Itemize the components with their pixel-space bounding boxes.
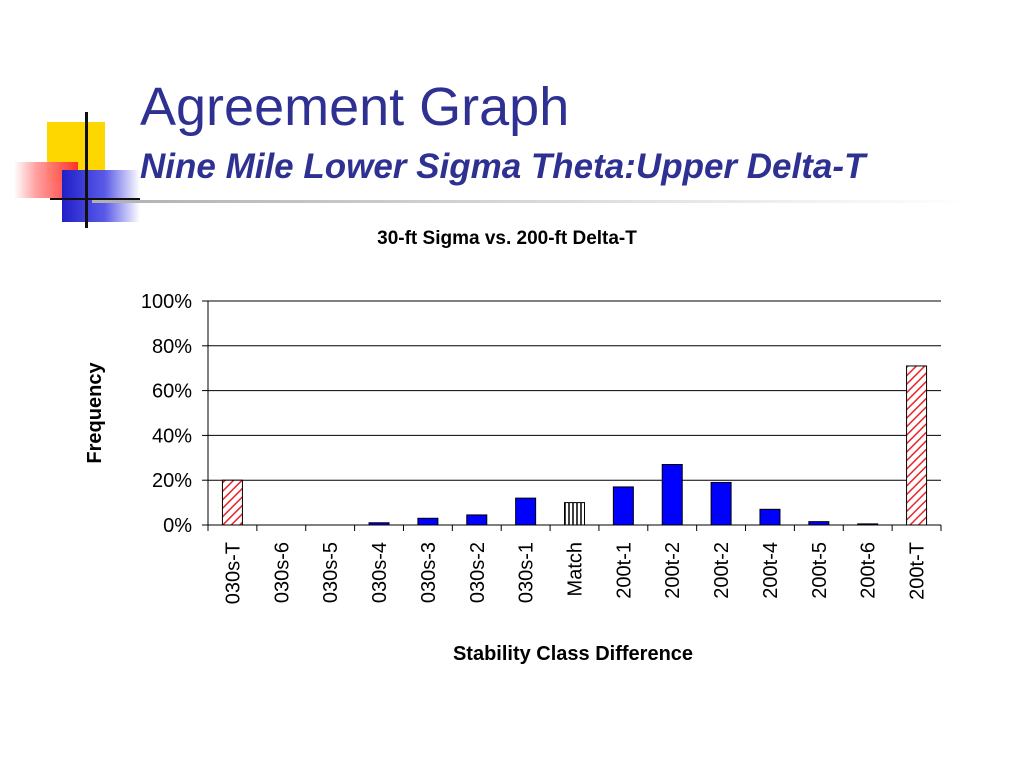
bar-200t-5 [808,521,830,526]
x-tick-label: 200t-4 [760,542,782,599]
chart-gridlines [208,300,941,481]
slide-subtitle: Nine Mile Lower Sigma Theta:Upper Delta-… [140,147,866,186]
decoration-vertical-line [85,112,88,228]
x-tick-label: 200t-2 [711,542,733,599]
x-tick-label: 200t-T [907,542,929,600]
bar-match [564,502,585,526]
y-tick-label: 100% [141,291,192,313]
y-axis-label: Frequency [84,362,106,464]
bar-200t-t [906,365,928,526]
x-tick-label: 200t-1 [613,542,635,599]
x-tick-label: Match [565,542,587,596]
slide-title: Agreement Graph [140,77,570,137]
y-tick-label: 40% [152,425,192,447]
bar-030s-3 [417,517,439,526]
x-tick-label: 030s-T [222,542,244,604]
title-decoration [0,0,160,240]
decoration-horizontal-line [50,198,140,200]
chart-title: 30-ft Sigma vs. 200-ft Delta-T [377,228,637,249]
y-tick-label: 60% [152,381,192,403]
y-axis-ticks: 0% 20% 40% 60% 80% 100% [141,291,208,537]
chart-bars [221,365,928,526]
bar-030s-t [221,479,243,526]
y-tick-label: 20% [152,470,192,492]
y-tick-label: 80% [152,336,192,358]
x-tick-label: 200t-6 [858,542,880,599]
bar-030s-1 [515,497,537,526]
bar-200t-1 [612,486,634,526]
x-tick-label: 030s-3 [418,542,440,603]
x-tick-label: 200t-2 [662,542,684,599]
x-axis-ticks: 030s-T 030s-6 030s-5 030s-4 030s-3 030s-2 030s… [207,525,942,604]
y-tick-label: 0% [163,515,192,537]
decoration-blue-square [62,170,140,222]
bar-200t-4 [759,508,781,526]
title-underline [92,200,972,203]
x-tick-label: 030s-4 [369,542,391,603]
x-tick-label: 200t-5 [809,542,831,599]
chart-axes [207,301,941,526]
x-tick-label: 030s-5 [320,542,342,603]
bar-200t-2 [710,481,732,526]
bar-200t-2 [661,464,683,526]
x-tick-label: 030s-1 [516,542,538,603]
x-axis-label: Stability Class Difference [453,643,693,665]
x-tick-label: 030s-2 [467,542,489,603]
x-tick-label: 030s-6 [271,542,293,603]
bar-030s-2 [466,514,488,526]
